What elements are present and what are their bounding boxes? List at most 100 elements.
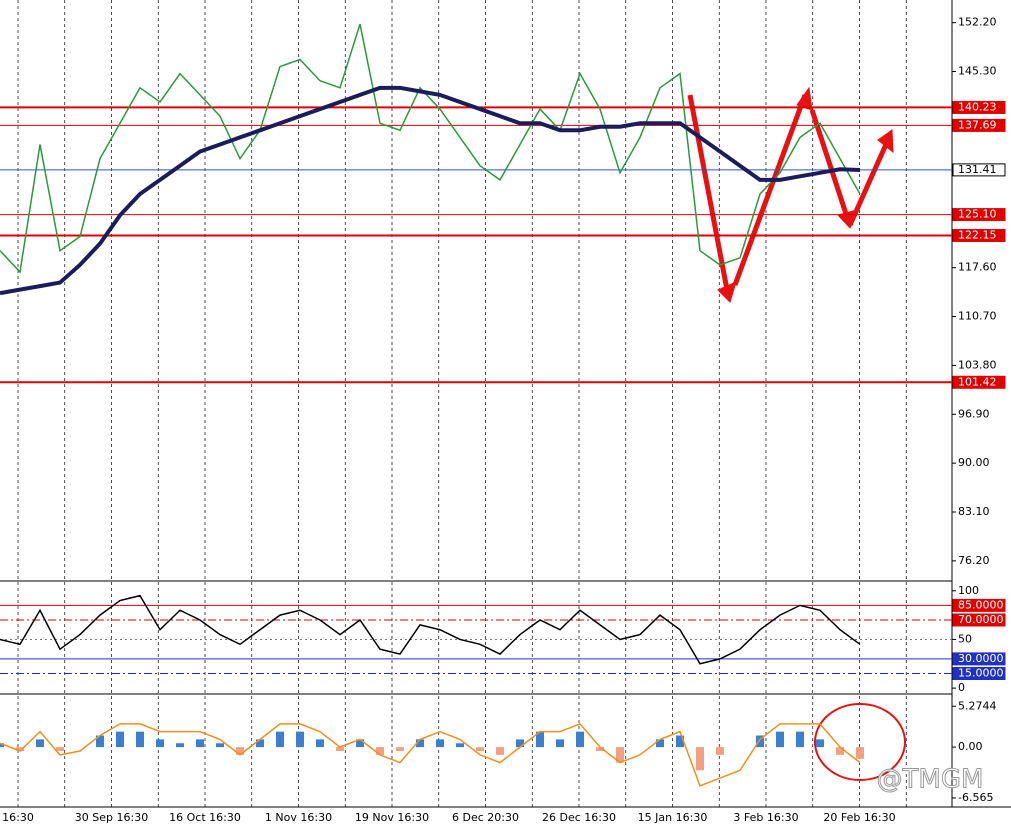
y-tick-label: 0	[958, 681, 965, 694]
x-tick-label: 19 Nov 16:30	[355, 811, 429, 824]
level-label: 70.0000	[958, 613, 1004, 626]
level-label-box	[952, 208, 1006, 222]
y-tick-label: 96.90	[958, 407, 990, 420]
histogram-bar	[516, 739, 524, 748]
y-tick-label: 5.2744	[958, 699, 997, 712]
arrow	[687, 94, 731, 296]
histogram-bar	[696, 747, 704, 771]
level-label: 125.10	[958, 208, 997, 221]
x-tick-label: 6 Dec 20:30	[452, 811, 519, 824]
histogram-bar	[376, 747, 384, 755]
level-label-box	[952, 163, 1006, 177]
y-tick-label: 103.80	[958, 358, 997, 371]
histogram-bar	[136, 731, 144, 748]
histogram-bar	[36, 739, 44, 748]
level-label-box	[952, 118, 1006, 132]
histogram-bar	[316, 739, 324, 748]
histogram-bar	[436, 739, 444, 748]
level-label: 15.0000	[958, 667, 1004, 680]
histogram-bar	[856, 747, 864, 759]
level-label-box	[952, 228, 1006, 242]
y-tick-label: 0.00	[958, 740, 983, 753]
histogram-bar	[416, 739, 424, 748]
highlight-circle	[814, 703, 906, 781]
y-tick-label: 90.00	[958, 456, 990, 469]
series-line	[0, 85, 861, 296]
level-label: 131.41	[958, 163, 997, 176]
y-tick-label: 110.70	[958, 310, 997, 323]
x-tick-label: 1 Nov 16:30	[265, 811, 332, 824]
histogram-bar	[56, 747, 64, 751]
histogram-bar	[616, 747, 624, 763]
x-tick-label: 15 Jan 16:30	[638, 811, 708, 824]
y-tick-label: 76.20	[958, 554, 990, 567]
histogram-bar	[216, 743, 224, 748]
level-label-box	[952, 375, 1006, 389]
annotation-arrows	[687, 86, 894, 303]
level-label: 122.15	[958, 228, 997, 241]
histogram-bar	[836, 747, 844, 755]
histogram-bar	[536, 731, 544, 748]
series-line	[0, 594, 861, 665]
histogram-bar	[776, 731, 784, 748]
y-tick-label: 83.10	[958, 505, 990, 518]
level-label: 140.23	[958, 100, 997, 113]
level-label: 85.0000	[958, 598, 1004, 611]
level-label-box	[952, 100, 1006, 114]
histogram-bar	[596, 747, 604, 751]
y-tick-label: -6.565	[958, 791, 993, 804]
arrow	[847, 138, 891, 227]
x-tick-label: 16:30	[2, 811, 34, 824]
histogram-bar	[296, 731, 304, 748]
histogram-bar	[256, 739, 264, 748]
histogram-bar	[336, 747, 344, 751]
y-tick-label: 152.20	[958, 16, 997, 29]
histogram-bar	[716, 747, 724, 755]
histogram-bar	[756, 735, 764, 748]
histogram-bar	[456, 743, 464, 748]
histogram-bar	[236, 747, 244, 755]
x-tick-label: 30 Sep 16:30	[75, 811, 148, 824]
series-line	[0, 23, 861, 274]
histogram-bar	[156, 739, 164, 748]
histogram-bar	[276, 731, 284, 748]
level-label-box	[952, 613, 1006, 627]
level-label-box	[952, 667, 1006, 681]
histogram-bar	[176, 743, 184, 748]
arrow	[732, 94, 808, 286]
histogram-bar	[116, 731, 124, 748]
x-tick-label: 3 Feb 16:30	[733, 811, 798, 824]
level-label: 101.42	[958, 375, 997, 388]
x-tick-label: 26 Dec 16:30	[542, 811, 616, 824]
vertical-grid	[17, 0, 907, 807]
histogram-bar	[676, 735, 684, 748]
y-tick-label: 117.60	[958, 261, 997, 274]
histogram-bar	[656, 739, 664, 748]
level-label: 30.0000	[958, 652, 1004, 665]
level-label: 137.69	[958, 118, 997, 131]
x-tick-label: 16 Oct 16:30	[169, 811, 241, 824]
histogram-bar	[356, 739, 364, 748]
histogram-bar	[196, 739, 204, 748]
series-line	[0, 722, 861, 787]
level-label-box	[952, 598, 1006, 612]
y-tick-label: 50	[958, 632, 972, 645]
y-tick-label: 145.30	[958, 65, 997, 78]
histogram-bar	[556, 739, 564, 748]
histogram-bar	[0, 743, 4, 748]
y-tick-label: 100	[958, 584, 979, 597]
histogram-bar	[576, 731, 584, 748]
x-tick-label: 20 Feb 16:30	[823, 811, 895, 824]
histogram-bar	[816, 739, 824, 748]
arrow	[809, 109, 851, 221]
histogram-bar	[396, 747, 404, 751]
histogram-bar	[796, 731, 804, 748]
histogram-bar	[496, 747, 504, 755]
watermark: @TMGM	[877, 765, 984, 795]
arrow-head	[717, 281, 737, 303]
histogram-bar	[16, 747, 24, 751]
arrow-head	[877, 129, 894, 154]
histogram-bar	[96, 735, 104, 748]
